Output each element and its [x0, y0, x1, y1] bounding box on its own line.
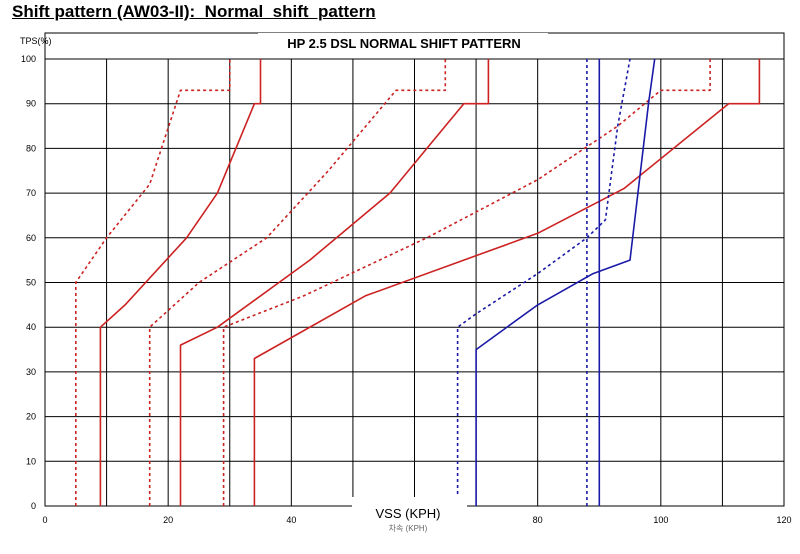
xlabel-box	[352, 497, 467, 537]
x-tick-label: 80	[533, 515, 543, 525]
y-tick-label: 10	[26, 456, 36, 466]
series-layer	[75, 58, 761, 506]
y-tick-label: 90	[26, 99, 36, 109]
y-tick-label: 80	[26, 143, 36, 153]
y-tick-label: 60	[26, 233, 36, 243]
series-line-2	[99, 59, 262, 506]
x-tick-label: 40	[286, 515, 296, 525]
series-line-6	[253, 59, 761, 506]
x-tick-label: 100	[653, 515, 668, 525]
x-axis-label: VSS (KPH)	[375, 506, 440, 521]
x-tick-label: 0	[42, 515, 47, 525]
y-tick-label: 30	[26, 367, 36, 377]
y-tick-label: 70	[26, 188, 36, 198]
x-axis-label-secondary: 차속 (KPH)	[389, 524, 428, 533]
y-tick-label: 0	[31, 501, 36, 511]
y-axis-label: TPS(%)	[20, 36, 52, 46]
page-title: Shift pattern (AW03-II): Normal shift pa…	[12, 2, 376, 21]
chart-title: HP 2.5 DSL NORMAL SHIFT PATTERN	[287, 36, 521, 51]
series-line-1	[75, 59, 231, 506]
title-box	[258, 33, 548, 53]
series-line-4	[179, 59, 490, 506]
x-tick-label: 120	[776, 515, 791, 525]
series-line-7	[456, 58, 631, 506]
y-tick-label: 20	[26, 412, 36, 422]
y-tick-label: 40	[26, 322, 36, 332]
y-tick-label: 100	[21, 54, 36, 64]
grid-layer	[44, 32, 785, 507]
y-tick-label: 50	[26, 278, 36, 288]
x-tick-label: 20	[163, 515, 173, 525]
series-line-8	[475, 58, 656, 506]
